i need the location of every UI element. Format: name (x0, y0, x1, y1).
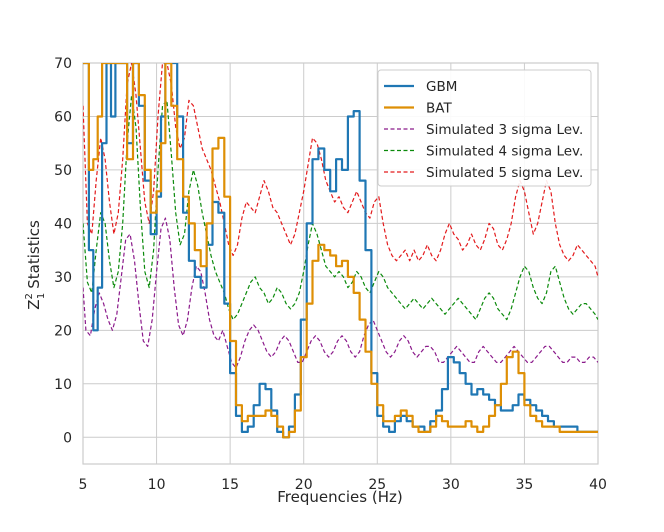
series-simulated-3-sigma-lev (83, 217, 598, 369)
legend-label: Simulated 4 sigma Lev. (426, 144, 583, 160)
plot-frame (82, 62, 599, 465)
y-axis-label-symbol: Z (25, 300, 43, 310)
x-tick-label: 35 (516, 477, 534, 493)
legend-label: Simulated 5 sigma Lev. (426, 165, 583, 181)
ticks: 5 10 15 20 25 30 35 40 0 10 20 30 40 50 60 70 (54, 56, 607, 493)
x-tick-label: 20 (295, 477, 313, 493)
y-tick-label: 10 (54, 377, 72, 393)
legend-box (377, 69, 592, 187)
series-simulated-5-sigma-lev (83, 63, 598, 278)
legend-label: BAT (426, 101, 452, 117)
x-tick-label: 25 (368, 477, 386, 493)
legend: GBM BAT Simulated 3 sigma Lev. Simulated 4 … (377, 69, 592, 187)
y-tick-label: 60 (54, 109, 72, 125)
plot-border (82, 62, 599, 465)
series-layer (83, 63, 598, 439)
x-axis-label: Frequencies (Hz) (277, 488, 402, 506)
y-tick-label: 30 (54, 270, 72, 286)
y-tick-label: 0 (63, 430, 72, 446)
y-tick-label: 20 (54, 323, 72, 339)
x-tick-label: 5 (79, 477, 88, 493)
x-tick-label: 15 (221, 477, 239, 493)
y-tick-label: 40 (54, 216, 72, 232)
legend-label: GBM (426, 79, 457, 95)
y-axis-label: Z21 Statistics (24, 220, 47, 310)
y-tick-label: 50 (54, 163, 72, 179)
x-tick-label: 40 (589, 477, 607, 493)
series-bat (83, 63, 598, 439)
y-tick-label: 70 (54, 56, 72, 72)
legend-label: Simulated 3 sigma Lev. (426, 122, 583, 138)
y-axis-label-sup: 2 (24, 293, 35, 299)
series-simulated-4-sigma-lev (83, 94, 598, 321)
x-tick-label: 10 (148, 477, 166, 493)
x-tick-label: 30 (442, 477, 460, 493)
y-axis-label-text: Statistics (25, 220, 43, 289)
y-axis-label-sub: 1 (36, 293, 47, 299)
